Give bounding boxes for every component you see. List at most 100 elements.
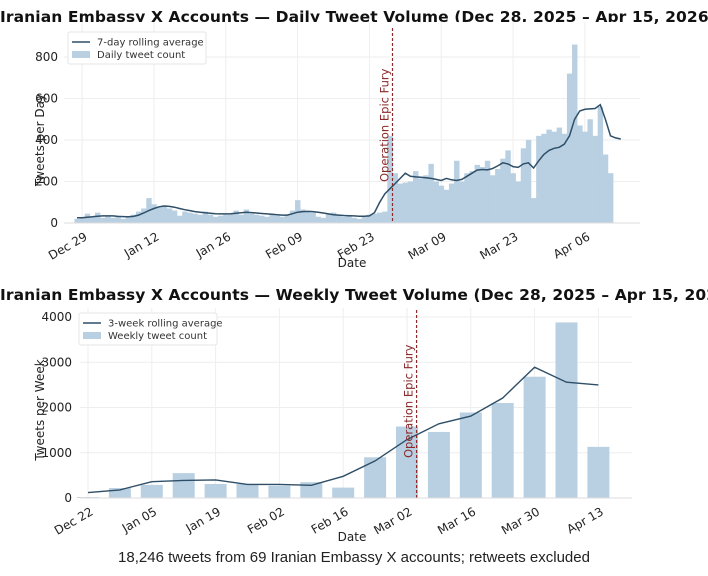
daily-bar <box>582 131 588 223</box>
daily-bar <box>546 129 552 223</box>
daily-bar <box>361 216 368 223</box>
weekly-xtick-label: Mar 30 <box>499 504 542 537</box>
daily-bar <box>438 185 445 223</box>
weekly-legend-box <box>78 312 218 346</box>
daily-bar <box>510 173 516 223</box>
daily-xlabel: Date <box>338 256 367 270</box>
daily-bar <box>607 173 614 223</box>
daily-bar <box>166 208 173 223</box>
weekly-ytick-label: 1000 <box>41 446 72 460</box>
daily-ylabel: Tweets per Day <box>33 94 47 187</box>
daily-bar <box>572 44 578 223</box>
daily-bar <box>233 210 239 223</box>
daily-bar <box>520 148 527 223</box>
daily-bar <box>351 217 357 223</box>
daily-bar <box>320 217 327 223</box>
daily-bar <box>259 215 265 223</box>
daily-bar <box>443 189 450 223</box>
daily-bar <box>428 163 434 223</box>
weekly-bar <box>172 473 195 498</box>
weekly-bar <box>332 487 355 498</box>
daily-bar <box>218 215 224 223</box>
daily-bar <box>423 175 429 223</box>
daily-bar <box>500 158 506 223</box>
daily-bar <box>505 150 511 223</box>
daily-ytick-label: 400 <box>35 133 58 147</box>
weekly-xtick-label: Feb 02 <box>245 504 287 536</box>
weekly-bar <box>523 376 546 498</box>
weekly-chart-title: Iranian Embassy X Accounts — Weekly Twee… <box>0 286 708 304</box>
daily-bar <box>418 178 424 223</box>
legend-label-daily: Daily tweet count <box>97 50 185 61</box>
daily-bar <box>592 135 598 223</box>
daily-bar <box>120 218 127 223</box>
legend-bar-swatch <box>72 51 90 58</box>
weekly-bar <box>491 402 514 498</box>
daily-bar <box>325 213 332 223</box>
daily-bar <box>433 181 439 223</box>
weekly-chart: 0 1000 2000 3000 4000 Dec 22 Jan 05 Jan 19 Feb 0… <box>41 308 632 538</box>
daily-bar <box>464 173 470 223</box>
daily-ytick-label: 0 <box>50 216 58 230</box>
daily-chart-title: Iranian Embassy X Accounts — Daily Tweet… <box>0 8 708 26</box>
daily-bar <box>177 215 183 223</box>
daily-bar <box>279 216 286 223</box>
daily-xtick-label: Jan 26 <box>193 229 233 260</box>
daily-bar <box>392 173 398 223</box>
weekly-rolling-average-line <box>87 366 599 494</box>
daily-bar <box>197 214 203 223</box>
daily-bar <box>551 131 557 223</box>
daily-bar <box>454 160 460 223</box>
weekly-bar <box>427 431 450 498</box>
daily-bar <box>541 133 547 223</box>
daily-bar <box>597 106 604 223</box>
weekly-bar <box>587 446 610 498</box>
daily-bar <box>407 181 414 223</box>
weekly-bar <box>364 457 387 498</box>
daily-bar <box>110 217 116 223</box>
daily-bar <box>125 216 132 223</box>
weekly-bar <box>108 488 131 498</box>
weekly-ylabel: Tweets per Week <box>33 359 47 461</box>
daily-bar <box>264 216 270 223</box>
daily-bar <box>525 140 532 223</box>
weekly-xtick-label: Apr 13 <box>564 504 606 536</box>
daily-bar <box>100 217 106 223</box>
daily-bar <box>341 216 347 223</box>
daily-bar <box>413 171 419 223</box>
legend-label-rolling: 7-day rolling average <box>97 38 204 49</box>
daily-bar <box>346 215 352 223</box>
daily-bar <box>469 171 475 223</box>
weekly-bar <box>555 322 578 498</box>
daily-bar <box>371 213 378 223</box>
daily-ytick-label: 200 <box>35 175 58 189</box>
daily-bar <box>402 182 409 223</box>
daily-bar <box>274 215 280 223</box>
daily-bar <box>356 218 363 223</box>
daily-bar <box>577 125 583 223</box>
daily-bar <box>587 119 593 223</box>
daily-bar <box>202 211 209 223</box>
daily-bar <box>495 169 501 223</box>
daily-bar <box>305 211 311 223</box>
daily-ytick-label: 800 <box>35 50 58 64</box>
legend-bar-swatch <box>83 332 101 339</box>
daily-xtick-label: Mar 09 <box>406 229 449 262</box>
daily-bar <box>479 166 486 223</box>
daily-bar <box>459 181 465 223</box>
daily-bar <box>212 216 219 223</box>
daily-xtick-label: Feb 09 <box>263 229 305 261</box>
daily-bar <box>223 214 229 223</box>
daily-bar <box>330 212 337 223</box>
daily-bar <box>366 214 373 223</box>
daily-bar <box>382 211 388 223</box>
weekly-bar <box>300 482 323 498</box>
daily-legend-box <box>67 31 207 65</box>
daily-rolling-average-line <box>77 103 621 219</box>
daily-bar <box>228 213 234 223</box>
daily-bar <box>187 212 193 223</box>
daily-bar <box>602 154 609 223</box>
